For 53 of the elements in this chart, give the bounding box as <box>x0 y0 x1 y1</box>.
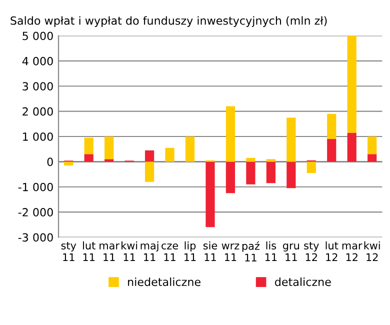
x-tick-label: gru 11 <box>282 244 299 261</box>
bar <box>286 118 296 162</box>
y-tick-label: 1 000 <box>23 132 53 141</box>
chart-title: Saldo wpłat i wypłat do funduszy inwestycyjnych (mln zł) <box>10 16 327 27</box>
x-tick-label: lip 11 <box>184 241 196 261</box>
x-tick-label: mar 12 <box>342 244 362 261</box>
bar <box>226 106 236 162</box>
y-tick-label: 0 <box>47 158 53 166</box>
y-tick-label: 3 000 <box>22 82 53 91</box>
x-tick-label: sty 11 <box>61 242 76 261</box>
y-tick-label: 5 000 <box>22 32 53 40</box>
bar <box>226 162 236 194</box>
x-tick-label: kwi 12 <box>364 241 380 261</box>
y-tick-label: 2 000 <box>22 107 53 116</box>
bar <box>246 158 256 162</box>
bar <box>104 136 114 160</box>
y-tick-label: -3 000 <box>18 233 53 242</box>
bar <box>144 150 154 162</box>
x-tick-label: mar 11 <box>100 244 120 261</box>
bar <box>327 114 336 140</box>
bar <box>286 162 296 188</box>
bar <box>144 162 154 182</box>
legend-label: detaliczne <box>275 277 331 286</box>
bar <box>306 162 316 174</box>
bar <box>266 159 276 162</box>
x-tick-label: sie 11 <box>203 241 218 261</box>
x-tick-label: kwi 11 <box>122 241 138 261</box>
x-tick-label: lut 11 <box>83 241 96 261</box>
x-tick-label: maj 11 <box>140 241 158 261</box>
bar <box>347 36 356 133</box>
bar <box>104 159 114 162</box>
bar <box>84 138 94 154</box>
bar <box>368 136 377 154</box>
bar <box>266 162 276 184</box>
y-tick-label: 4 000 <box>22 56 53 66</box>
x-tick-label: sty 12 <box>304 242 319 261</box>
x-tick-label: paź 11 <box>242 241 260 262</box>
bar <box>185 136 195 162</box>
bar <box>206 162 215 228</box>
bar <box>165 148 174 162</box>
bar <box>368 154 377 162</box>
x-tick-label: lis 11 <box>265 241 277 261</box>
x-tick-label: wrz 11 <box>222 244 240 261</box>
y-tick-label: -1 000 <box>18 182 53 192</box>
bar <box>347 132 356 162</box>
legend-label: niedetaliczne <box>128 277 200 286</box>
x-tick-label: lut 12 <box>326 241 338 261</box>
bar <box>64 162 74 166</box>
bar <box>327 139 336 162</box>
bar <box>84 154 94 162</box>
x-tick-label: cze 11 <box>162 244 178 261</box>
y-tick-label: -2 000 <box>18 208 53 216</box>
bar <box>246 162 256 184</box>
